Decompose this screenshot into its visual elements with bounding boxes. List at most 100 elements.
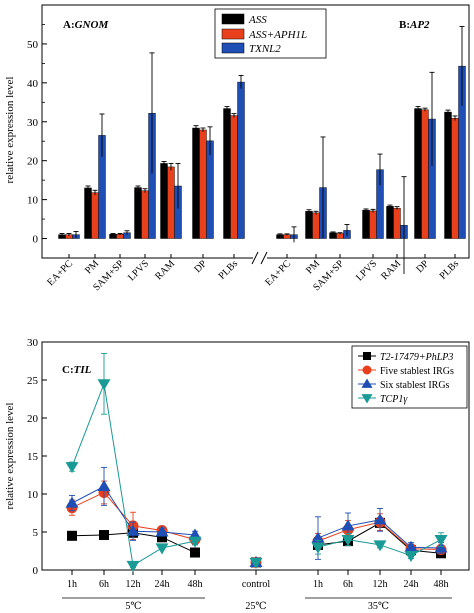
marker-triangle-up [97, 479, 111, 491]
group-label: 5℃ [125, 601, 141, 612]
bottom-x-tick-label: control [242, 579, 271, 590]
marker-triangle-down [97, 379, 111, 391]
bar-ass [84, 187, 92, 239]
top-x-tick-label: LPVS [126, 258, 151, 283]
series-tcp1- [65, 352, 448, 572]
line-chart-bottom: relative expression level 0 5 10 15 20 25 30 1… [4, 337, 470, 612]
top-x-tick-label: EA+PC [45, 258, 75, 288]
bar-ass [386, 206, 394, 239]
panel-a-gene: GNOM [75, 19, 110, 31]
top-y-ticks: 0 10 20 30 40 50 [27, 24, 47, 259]
legend-label-six: Six stablest IRGs [380, 380, 450, 391]
bottom-x-tick-label: 1h [67, 579, 77, 590]
bottom-y-tick-label: 10 [27, 489, 39, 501]
panel-b-letter: B: [399, 19, 410, 31]
top-x-tick-label: PLBs [217, 258, 241, 282]
bottom-y-tick-label: 0 [33, 565, 39, 577]
bottom-y-tick-label: 30 [27, 337, 39, 349]
legend-label-ass-aph1l: ASS+APH1L [248, 29, 307, 41]
legend-swatch-txnl2 [221, 42, 245, 54]
bottom-x-tick-label: 24h [155, 579, 170, 590]
bottom-x-tick-label: 24h [404, 579, 419, 590]
bar-ass-aph1l [199, 129, 207, 239]
axis-break-mark [251, 251, 268, 265]
marker-triangle-down [126, 560, 140, 572]
legend-swatch-ass [221, 13, 245, 25]
top-y-tick-label: 10 [27, 195, 39, 207]
line-legend: T2-17479+PhLP3 Five stablest IRGs Six st… [351, 345, 468, 409]
top-y-tick-label: 30 [27, 117, 39, 129]
top-bars [58, 25, 466, 274]
bar-txnl2 [206, 140, 214, 239]
marker-triangle-up [434, 541, 448, 553]
bar-ass-aph1l [91, 192, 99, 239]
bar-ass [305, 211, 313, 239]
bar-chart-top: relative expression level 0 10 20 30 40 50 EA… [4, 4, 470, 293]
marker-square [67, 530, 77, 541]
bar-ass [223, 108, 231, 239]
legend-label-ass: ASS [248, 14, 267, 26]
bar-ass [362, 209, 370, 239]
panel-a-letter: A: [63, 19, 75, 31]
bar-ass-aph1l [167, 166, 175, 239]
series-six-stablest-irgs [65, 466, 448, 567]
marker-triangle-down [249, 557, 263, 569]
top-y-tick-label: 50 [27, 39, 39, 51]
top-x-tick-label: DP [414, 258, 431, 275]
top-x-tick-label: EA+PC [263, 258, 293, 288]
bar-ass-aph1l [230, 115, 238, 239]
bar-ass [160, 163, 168, 239]
bar-ass-aph1l [393, 207, 401, 239]
marker-triangle-up [373, 513, 387, 525]
marker-square [190, 547, 200, 558]
marker-triangle-down [373, 540, 387, 552]
marker-triangle-down [341, 535, 355, 547]
panel-b-title: B:AP2 [399, 19, 430, 31]
bar-ass [444, 111, 452, 239]
marker-circle [362, 365, 372, 375]
marker-triangle-down [404, 551, 418, 563]
marker-square [363, 352, 371, 360]
bar-ass-aph1l [141, 190, 149, 239]
bottom-y-tick-label: 15 [27, 451, 39, 463]
bar-ass-aph1l [451, 118, 459, 239]
top-x-tick-label: PM [83, 258, 101, 276]
bottom-y-tick-label: 5 [33, 527, 39, 539]
bar-ass [414, 108, 422, 239]
group-label: 25℃ [245, 601, 266, 612]
legend-label-txnl2: TXNL2 [249, 43, 281, 55]
bar-txnl2 [237, 81, 245, 239]
legend-label-tcp: TCP1γ [380, 394, 408, 405]
bottom-x-tick-label: 6h [343, 579, 353, 590]
marker-triangle-down [311, 542, 325, 554]
bar-ass [134, 187, 142, 239]
marker-triangle-up [155, 525, 169, 537]
top-y-tick-label: 40 [27, 78, 39, 90]
bottom-x-ticks: 1h 6h 12h 24h 48h control 1h 6h 12h 24h 48h [67, 570, 449, 590]
series-five-stablest-irgs [66, 480, 447, 568]
marker-square [157, 532, 167, 543]
marker-square [99, 530, 109, 541]
group-label: 35℃ [368, 601, 389, 612]
marker-triangle-up [361, 378, 373, 388]
marker-triangle-up [341, 519, 355, 531]
top-x-tick-label: RAM [379, 258, 403, 282]
top-x-tick-label: PLBs [438, 258, 462, 282]
bottom-x-tick-label: 6h [99, 579, 109, 590]
bar-legend: ASS ASS+APH1L TXNL2 [214, 8, 327, 59]
panel-c-gene: TIL [74, 364, 92, 376]
bottom-x-tick-label: 12h [126, 579, 141, 590]
marker-triangle-down [155, 543, 169, 555]
marker-triangle-up [404, 540, 418, 552]
panel-b-gene: AP2 [409, 19, 430, 31]
top-x-tick-label: RAM [153, 258, 177, 282]
bar-ass-aph1l [369, 210, 377, 239]
panel-c-title: C:TIL [62, 364, 92, 376]
bottom-x-tick-label: 1h [313, 579, 323, 590]
legend-label-ref: T2-17479+PhLP3 [380, 352, 453, 363]
bar-ass-aph1l [421, 109, 429, 239]
panel-a-title: A:GNOM [63, 19, 109, 31]
top-y-tick-label: 0 [33, 234, 39, 246]
bottom-y-tick-label: 25 [27, 375, 39, 387]
